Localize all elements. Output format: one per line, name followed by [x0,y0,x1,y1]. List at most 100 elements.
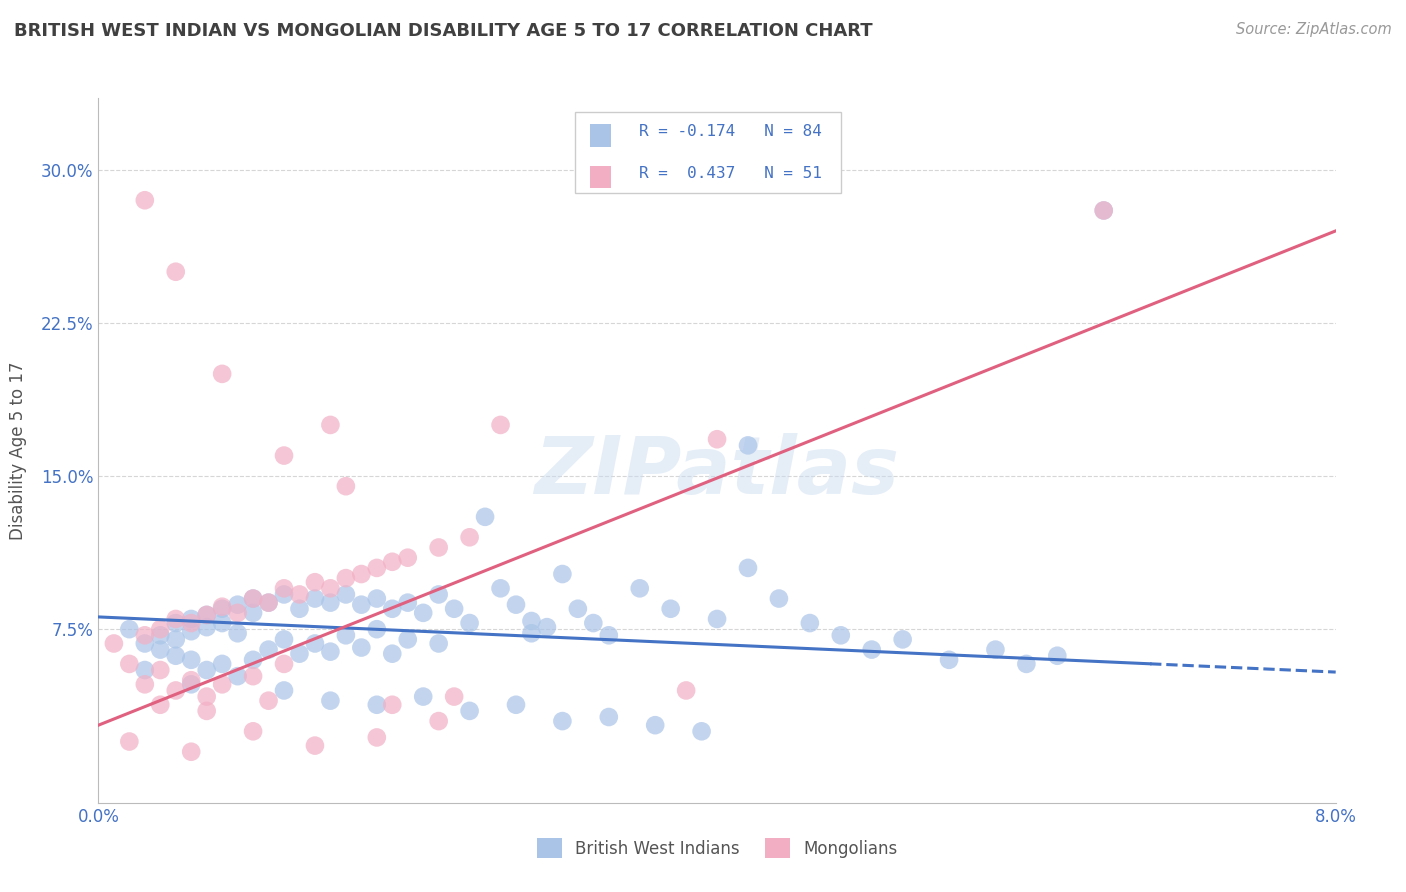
Text: R = -0.174   N = 84: R = -0.174 N = 84 [640,125,823,139]
Point [366,622,388,636]
Point [427,541,450,555]
Point [706,432,728,446]
Point [273,587,295,601]
Point [149,628,172,642]
Point [412,690,434,704]
Point [706,612,728,626]
Point [474,509,496,524]
Point [582,615,605,630]
Point [350,640,373,655]
FancyBboxPatch shape [575,112,841,194]
Point [165,632,187,647]
Point [458,530,481,544]
Point [396,632,419,647]
Point [242,591,264,606]
Point [242,606,264,620]
Point [458,615,481,630]
Point [134,663,156,677]
Point [304,636,326,650]
Point [211,601,233,615]
Point [443,601,465,615]
Point [304,575,326,590]
Point [830,628,852,642]
Point [242,669,264,683]
Point [551,714,574,728]
Point [396,596,419,610]
Point [381,601,404,615]
Point [536,620,558,634]
Point [180,653,202,667]
Point [273,683,295,698]
Point [381,555,404,569]
Point [226,598,249,612]
Point [366,731,388,745]
Point [273,657,295,671]
Point [165,683,187,698]
Point [103,636,125,650]
Point [690,724,713,739]
Point [242,653,264,667]
Point [134,193,156,207]
Point [149,622,172,636]
Point [211,615,233,630]
Point [180,615,202,630]
Point [659,601,682,615]
Point [180,677,202,691]
Point [288,587,311,601]
Point [180,673,202,688]
Point [443,690,465,704]
Point [381,698,404,712]
Point [118,657,141,671]
Point [938,653,960,667]
Point [165,648,187,663]
Point [319,582,342,596]
Point [118,622,141,636]
Point [195,607,218,622]
Point [737,561,759,575]
Point [242,591,264,606]
Point [412,606,434,620]
Point [149,698,172,712]
Bar [589,166,612,188]
Point [335,479,357,493]
Point [350,598,373,612]
Point [149,663,172,677]
Legend: British West Indians, Mongolians: British West Indians, Mongolians [530,831,904,865]
Point [211,599,233,614]
Point [891,632,914,647]
Point [257,642,280,657]
Point [520,614,543,628]
Point [288,647,311,661]
Point [598,628,620,642]
Point [319,417,342,432]
Text: R =  0.437   N = 51: R = 0.437 N = 51 [640,166,823,181]
Point [226,626,249,640]
Point [489,582,512,596]
Point [165,615,187,630]
Point [273,582,295,596]
Point [1092,203,1115,218]
Point [396,550,419,565]
Point [211,367,233,381]
Point [195,620,218,634]
Point [675,683,697,698]
Point [257,694,280,708]
Point [273,632,295,647]
Point [984,642,1007,657]
Point [180,745,202,759]
Point [134,628,156,642]
Point [366,698,388,712]
Point [242,724,264,739]
Point [304,591,326,606]
Point [381,647,404,661]
Point [458,704,481,718]
Point [1046,648,1069,663]
Point [180,624,202,639]
Point [304,739,326,753]
Point [195,607,218,622]
Point [520,626,543,640]
Bar [589,124,612,147]
Point [335,571,357,585]
Point [195,663,218,677]
Point [505,598,527,612]
